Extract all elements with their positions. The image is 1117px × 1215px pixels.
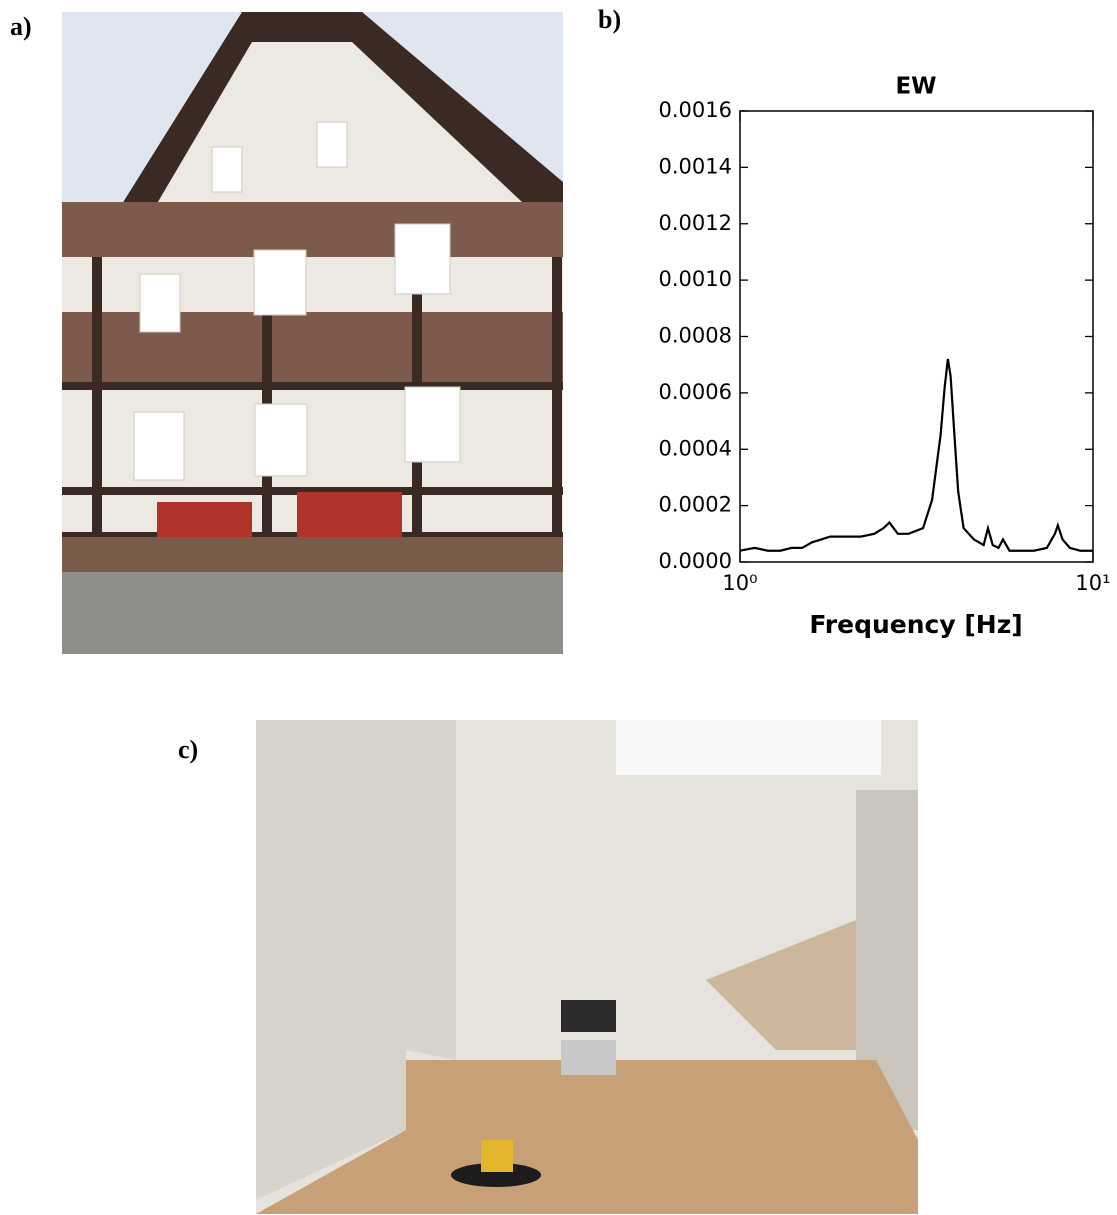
y-tick-label: 0.0006 [659, 380, 732, 404]
x-tick-label: 10¹ [1075, 571, 1110, 595]
panel-label: b) [598, 5, 621, 35]
chart-title: EW [895, 74, 936, 100]
photo-house [62, 12, 563, 654]
y-tick-label: 0.0008 [659, 324, 732, 348]
y-tick-label: 0.0000 [659, 549, 732, 573]
y-tick-label: 0.0010 [659, 267, 732, 291]
x-axis-label: Frequency [Hz] [809, 610, 1022, 639]
y-tick-label: 0.0012 [659, 211, 732, 235]
y-tick-label: 0.0004 [659, 436, 732, 460]
photo-room [256, 720, 918, 1214]
page: {"panel_labels": ["a)", "b)", "c)"], "ch… [0, 0, 1117, 1215]
plot-frame [740, 111, 1093, 562]
line-series [740, 359, 1093, 551]
x-tick-label: 10⁰ [722, 571, 757, 595]
chart: EW Frequency [Hz] 0.0000 0.0002 0.0004 0.00… [620, 60, 1117, 660]
y-tick-label: 0.0016 [659, 98, 732, 122]
y-tick-label: 0.0014 [659, 154, 732, 178]
panel-label: c) [178, 735, 198, 765]
y-tick-label: 0.0002 [659, 493, 732, 517]
panel-label: a) [10, 12, 32, 42]
